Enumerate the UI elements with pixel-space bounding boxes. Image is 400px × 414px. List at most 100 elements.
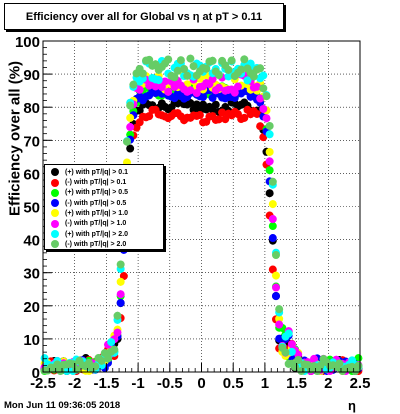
- data-series: [40, 54, 363, 376]
- y-tick-label: 90: [23, 67, 40, 84]
- data-point: [186, 86, 195, 95]
- data-point: [316, 361, 325, 370]
- data-point: [218, 108, 227, 117]
- legend-label: (+) with pT/|q| > 1.0: [65, 209, 129, 217]
- data-point: [268, 265, 277, 274]
- series-8: [40, 54, 363, 376]
- legend-entry: (-) with pT/|q| > 0.5: [45, 198, 163, 209]
- data-point: [294, 355, 303, 364]
- legend-entry: (+) with pT/|q| > 0.1: [45, 167, 163, 178]
- legend-entry: (+) with pT/|q| > 0.5: [45, 188, 163, 199]
- y-tick-label: 50: [23, 200, 40, 217]
- data-point: [214, 71, 223, 80]
- data-point: [192, 100, 201, 109]
- data-point: [135, 106, 144, 115]
- data-point: [161, 77, 170, 86]
- data-point: [268, 200, 277, 209]
- x-tick-label: 1: [261, 375, 269, 392]
- x-tick-label: 2.5: [350, 375, 371, 392]
- legend-label: (-) with pT/|q| > 1.0: [65, 220, 127, 228]
- data-point: [173, 66, 182, 75]
- chart-title: Efficiency over all for Global vs η at p…: [4, 3, 284, 30]
- data-point: [53, 360, 62, 369]
- data-point: [243, 76, 252, 85]
- y-tick-label: 20: [23, 299, 40, 316]
- data-point: [268, 215, 277, 224]
- y-tick-label: 100: [15, 34, 40, 51]
- legend-label: (-) with pT/|q| > 0.5: [65, 199, 127, 207]
- data-point: [271, 251, 280, 260]
- data-point: [214, 115, 223, 124]
- data-point: [275, 314, 284, 323]
- data-point: [129, 80, 138, 89]
- data-point: [138, 69, 147, 78]
- data-point: [176, 56, 185, 65]
- data-point: [287, 347, 296, 356]
- data-point: [268, 222, 277, 231]
- legend-marker: [51, 168, 59, 177]
- data-point: [126, 113, 135, 122]
- data-point: [281, 348, 290, 357]
- x-tick-label: -2: [68, 375, 81, 392]
- data-point: [275, 305, 284, 314]
- data-point: [113, 311, 122, 320]
- data-point: [113, 328, 122, 337]
- data-point: [265, 166, 274, 175]
- data-point: [126, 144, 135, 153]
- data-point: [262, 92, 271, 101]
- data-point: [268, 234, 277, 243]
- data-point: [186, 54, 195, 63]
- data-point: [268, 177, 277, 186]
- data-point: [252, 109, 261, 118]
- data-point: [354, 361, 363, 370]
- data-point: [110, 345, 119, 354]
- data-point: [230, 88, 239, 97]
- data-point: [186, 99, 195, 108]
- datestamp: Mon Jun 11 09:36:05 2018: [4, 400, 121, 411]
- data-point: [284, 329, 293, 338]
- data-point: [180, 65, 189, 74]
- data-point: [227, 56, 236, 65]
- data-point: [116, 290, 125, 299]
- legend-entry: (-) with pT/|q| > 0.1: [45, 177, 163, 188]
- data-point: [208, 56, 217, 65]
- x-tick-label: -1: [131, 375, 144, 392]
- data-point: [275, 334, 284, 343]
- y-tick-label: 70: [23, 133, 40, 150]
- data-point: [195, 111, 204, 120]
- y-tick-label: 80: [23, 100, 40, 117]
- data-point: [103, 354, 112, 363]
- data-point: [189, 62, 198, 71]
- data-point: [208, 75, 217, 84]
- data-point: [56, 367, 65, 376]
- data-point: [145, 55, 154, 64]
- data-point: [265, 189, 274, 198]
- data-point: [202, 64, 211, 73]
- data-point: [256, 64, 265, 73]
- data-point: [265, 130, 274, 139]
- legend-marker: [51, 188, 59, 197]
- legend-marker: [51, 209, 59, 218]
- data-point: [249, 72, 258, 81]
- data-point: [237, 65, 246, 74]
- data-point: [107, 338, 116, 347]
- x-tick-label: 0.5: [223, 375, 244, 392]
- data-point: [192, 89, 201, 98]
- data-point: [214, 83, 223, 92]
- legend-label: (+) with pT/|q| > 2.0: [65, 230, 129, 238]
- data-point: [126, 123, 135, 132]
- data-point: [91, 362, 100, 371]
- data-point: [62, 367, 71, 376]
- y-tick-label: 30: [23, 266, 40, 283]
- x-axis-label: η: [348, 398, 356, 413]
- data-point: [145, 112, 154, 121]
- data-point: [135, 85, 144, 94]
- legend-marker: [51, 199, 59, 208]
- axes: -2.5 -2 -1.5 -1 -0.5 0 0.5 1 1.5 2 2.5 0 10 20 30 40 50 6…: [15, 34, 370, 392]
- data-point: [183, 71, 192, 80]
- data-point: [271, 283, 280, 292]
- legend-label: (-) with pT/|q| > 0.1: [65, 179, 127, 187]
- legend-entry: (-) with pT/|q| > 2.0: [45, 239, 163, 250]
- legend-entry: (+) with pT/|q| > 1.0: [45, 208, 163, 219]
